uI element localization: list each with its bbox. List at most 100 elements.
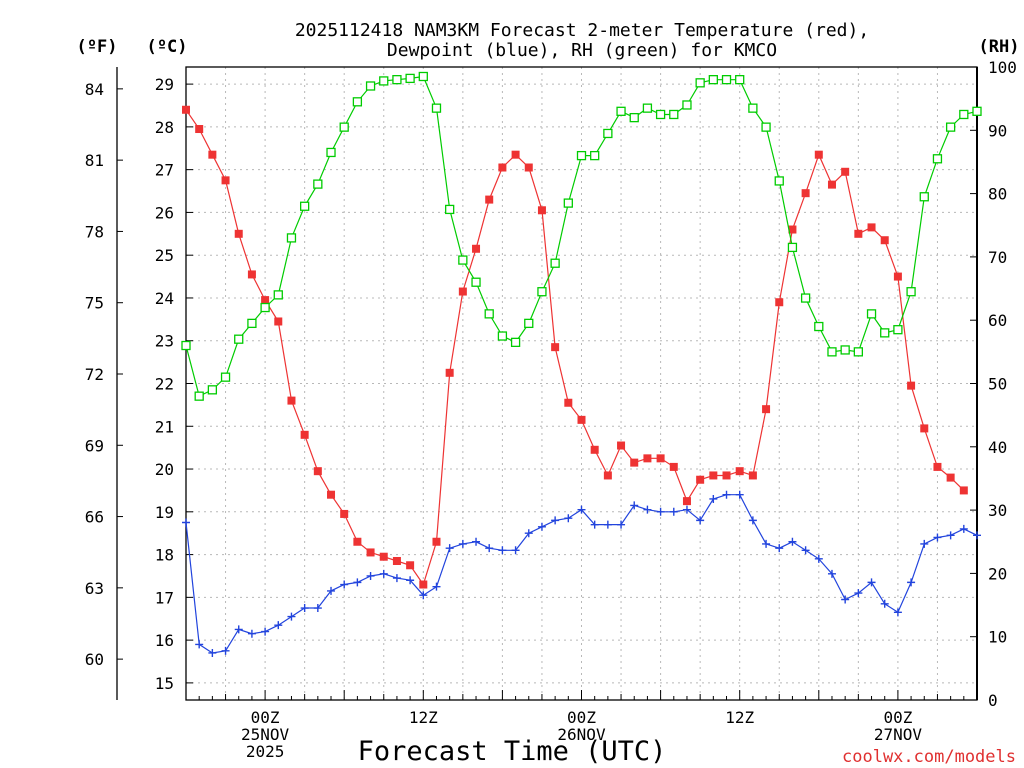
temperature-point	[709, 471, 718, 480]
fahrenheit-tick-label: 66	[85, 508, 104, 527]
dewpoint-point	[274, 621, 283, 630]
dewpoint-point	[300, 604, 309, 613]
dewpoint-point	[748, 516, 757, 525]
temperature-point	[261, 296, 270, 305]
celsius-tick-label: 27	[155, 161, 174, 180]
relative-humidity-point	[682, 100, 692, 110]
rh-tick-label: 30	[988, 501, 1007, 520]
dewpoint-point	[261, 627, 270, 636]
temperature-point	[300, 430, 309, 439]
relative-humidity-point	[220, 372, 231, 382]
temperature-point	[920, 424, 929, 433]
dewpoint-point	[551, 516, 560, 525]
x-tick-label: 2025	[246, 742, 285, 761]
chart-title-line-1: 2025112418 NAM3KM Forecast 2-meter Tempe…	[295, 20, 869, 41]
dewpoint-point	[775, 544, 784, 553]
fahrenheit-tick-label: 60	[85, 650, 104, 669]
x-tick-label: 00Z	[567, 708, 596, 727]
x-tick-label: 27NOV	[874, 725, 923, 744]
data-series	[181, 71, 982, 657]
dewpoint-point	[392, 574, 401, 583]
temperature-point	[907, 381, 916, 390]
dewpoint-point	[656, 507, 665, 516]
dewpoint-point	[722, 490, 731, 499]
dewpoint-point	[340, 580, 349, 589]
dewpoint-point	[379, 569, 388, 578]
relative-humidity-point	[286, 233, 297, 243]
temperature-point	[762, 405, 771, 414]
relative-humidity-point	[616, 106, 626, 116]
relative-humidity-point	[932, 154, 943, 164]
temperature-point	[801, 189, 810, 198]
relative-humidity-point	[959, 109, 969, 120]
relative-humidity-point	[234, 334, 244, 344]
temperature-point	[577, 415, 586, 424]
dewpoint-point	[709, 494, 718, 503]
relative-humidity-point	[418, 71, 428, 82]
rh-tick-label: 80	[988, 185, 1007, 204]
dewpoint-point	[814, 554, 823, 563]
dewpoint-point	[485, 544, 494, 553]
fahrenheit-tick-label: 69	[85, 436, 104, 455]
temperature-point	[893, 272, 902, 281]
temperature-point	[617, 441, 626, 450]
temperature-point	[353, 537, 362, 546]
celsius-tick-label: 25	[155, 246, 174, 265]
relative-humidity-point	[945, 122, 956, 132]
temperature-point	[959, 486, 968, 495]
relative-humidity-point	[708, 75, 718, 85]
relative-humidity-point	[735, 75, 745, 85]
dewpoint-point	[472, 537, 481, 546]
celsius-tick-label: 26	[155, 203, 174, 222]
rh-tick-label: 20	[988, 564, 1007, 583]
dewpoint-point	[762, 539, 771, 548]
relative-humidity-point	[853, 347, 863, 357]
relative-humidity-point	[669, 109, 679, 120]
temperature-point	[313, 467, 322, 476]
relative-humidity-point	[761, 122, 771, 132]
temperature-point	[748, 471, 757, 480]
relative-humidity-point	[576, 150, 587, 161]
rh-unit-label: (RH)	[979, 37, 1020, 57]
relative-humidity-point	[181, 340, 191, 351]
temperature-point	[485, 195, 494, 204]
relative-humidity-point	[326, 147, 336, 158]
temperature-point	[814, 150, 823, 159]
dewpoint-point	[445, 544, 454, 553]
celsius-tick-label: 23	[155, 332, 174, 351]
fahrenheit-tick-label: 63	[85, 579, 104, 598]
relative-humidity-point	[906, 287, 916, 297]
dewpoint-point	[353, 578, 362, 587]
relative-humidity-point	[313, 179, 323, 189]
temperature-point	[379, 552, 388, 561]
relative-humidity-point	[787, 242, 798, 253]
relative-humidity-point	[603, 128, 613, 139]
axes: 15 16 17 18 19 20 21 22 23 24 25 26 27 28 29 60 63 66 69 72…	[85, 58, 1017, 710]
dewpoint-point	[432, 582, 441, 591]
rh-tick-label: 50	[988, 375, 1007, 394]
relative-humidity-point	[194, 391, 204, 401]
dewpoint-point	[920, 539, 929, 548]
celsius-unit-label: (ºC)	[147, 37, 188, 57]
fahrenheit-tick-label: 72	[85, 365, 104, 384]
temperature-point	[590, 445, 599, 454]
relative-humidity-point	[840, 345, 850, 355]
relative-humidity-point	[774, 176, 784, 186]
temperature-point	[643, 454, 652, 463]
temperature-point	[788, 225, 797, 234]
dewpoint-point	[617, 520, 626, 529]
temperature-point	[775, 298, 784, 307]
celsius-tick-label: 21	[155, 417, 174, 436]
fahrenheit-tick-label: 81	[85, 151, 104, 170]
dewpoint-point	[498, 546, 507, 555]
fahrenheit-unit-label: (ºF)	[77, 37, 118, 57]
temperature-point	[458, 287, 467, 296]
temperature-point	[340, 509, 349, 518]
temperature-point	[406, 561, 415, 570]
temperature-point	[221, 176, 230, 185]
celsius-tick-label: 16	[155, 631, 174, 650]
dewpoint-point	[564, 514, 573, 523]
relative-humidity-point	[524, 318, 534, 329]
rh-tick-label: 40	[988, 438, 1007, 457]
relative-humidity-point	[365, 81, 376, 91]
